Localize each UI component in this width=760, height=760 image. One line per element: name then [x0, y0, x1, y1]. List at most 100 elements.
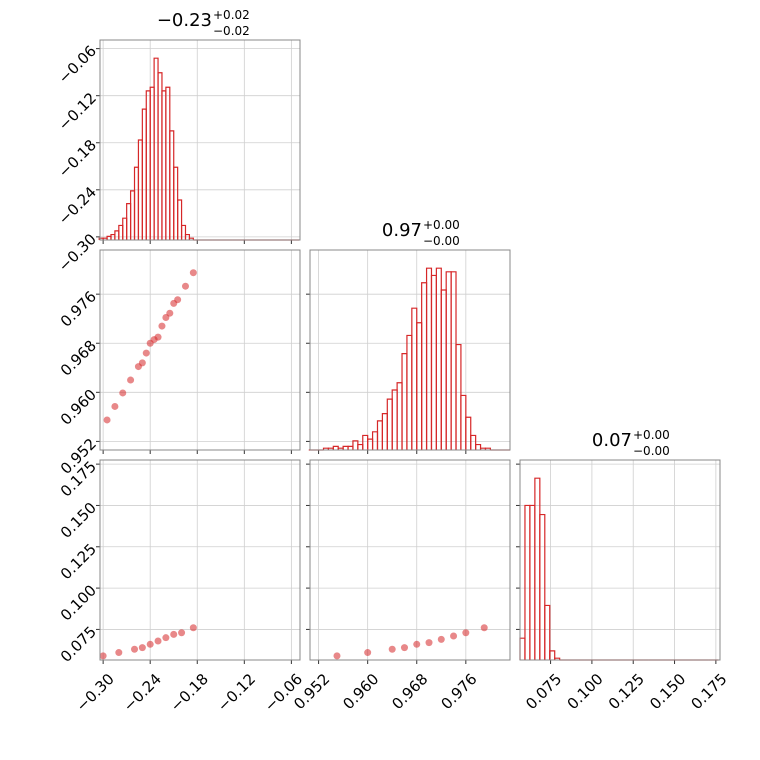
histogram-bin: [362, 434, 369, 450]
sample-point: [142, 349, 150, 357]
histogram-bin: [475, 443, 482, 450]
sample-point: [154, 637, 162, 645]
histogram-bin: [376, 420, 383, 450]
x-tick-label: 0.976: [437, 670, 480, 713]
histogram-bin: [484, 447, 491, 450]
histogram-bin: [347, 445, 354, 450]
y-tick-label: 0.976: [57, 287, 100, 330]
sample-point: [146, 339, 154, 347]
histogram-bin: [386, 398, 393, 450]
histogram-bin: [435, 267, 442, 450]
sample-point: [131, 645, 139, 653]
histogram-bin: [342, 445, 349, 450]
histogram-bin: [524, 504, 531, 660]
panel-title: −0.23: [157, 10, 212, 31]
x-tick-label: 0.125: [605, 670, 648, 713]
histogram-bin: [549, 650, 556, 660]
panel-title: 0.07: [592, 430, 632, 451]
sample-point: [364, 649, 372, 657]
sample-point: [111, 402, 119, 410]
sample-point: [400, 644, 408, 652]
y-tick-label: −0.30: [55, 230, 100, 275]
panel-title-lower: −0.00: [423, 234, 460, 248]
sample-point: [480, 624, 488, 632]
histogram-bin: [371, 431, 379, 450]
panel-title-upper: +0.00: [633, 428, 670, 442]
y-tick-label: 0.100: [57, 581, 100, 624]
histogram-bin: [177, 199, 183, 240]
sample-point: [170, 299, 178, 307]
sample-point: [425, 639, 433, 647]
histogram-bin: [544, 604, 551, 660]
y-tick-label: 0.968: [57, 337, 100, 380]
panel-frame: [99, 459, 301, 661]
histogram-bin: [539, 513, 546, 660]
histogram-bin: [391, 389, 398, 450]
histogram-bin: [554, 657, 561, 660]
histogram-bin: [401, 353, 408, 450]
panel-frame: [309, 249, 511, 451]
sample-point: [189, 624, 197, 632]
y-tick-label: −0.24: [55, 183, 100, 228]
sample-point: [162, 313, 170, 321]
x-tick-label: 0.175: [688, 670, 731, 713]
histogram-bin: [416, 322, 423, 450]
histogram-bin: [430, 274, 437, 450]
y-tick-label: −0.12: [55, 89, 100, 134]
sample-point: [189, 269, 197, 277]
sample-point: [437, 635, 445, 643]
histogram-bin: [180, 224, 187, 240]
sample-point: [138, 644, 146, 652]
panel-frame: [519, 459, 721, 661]
sample-point: [388, 645, 396, 653]
sample-point: [119, 389, 127, 397]
y-tick-label: 0.150: [57, 499, 100, 542]
histogram-bin: [529, 504, 536, 660]
panel-title: 0.97: [382, 220, 422, 241]
sample-point: [170, 630, 178, 638]
x-tick-label: 0.100: [564, 670, 607, 713]
histogram-bin: [396, 382, 403, 450]
histogram-bin: [188, 237, 194, 240]
sample-point: [138, 359, 146, 367]
panel-title-lower: −0.00: [633, 444, 670, 458]
histogram-bin: [460, 394, 467, 450]
panel-title-upper: +0.02: [213, 8, 250, 22]
x-tick-label: −0.18: [167, 670, 212, 715]
sample-point: [162, 634, 170, 642]
sample-point: [413, 640, 421, 648]
panel-frame: [99, 249, 301, 451]
x-tick-label: −0.30: [73, 670, 118, 715]
panel-title-lower: −0.02: [213, 24, 250, 38]
histogram-bin: [450, 271, 457, 450]
histogram-bin: [352, 440, 359, 450]
x-tick-label: 0.960: [339, 670, 382, 713]
sample-point: [103, 416, 111, 424]
histogram-bin: [455, 343, 462, 450]
x-tick-label: −0.24: [120, 670, 165, 715]
x-tick-label: 0.150: [646, 670, 689, 713]
x-tick-label: −0.12: [214, 670, 259, 715]
x-tick-label: 0.075: [522, 670, 565, 713]
histogram-bin: [470, 434, 477, 450]
sample-point: [158, 322, 166, 330]
sample-point: [127, 376, 135, 384]
sample-point: [450, 632, 458, 640]
sample-point: [462, 629, 470, 637]
histogram-bin: [445, 271, 452, 450]
histogram-bin: [367, 438, 374, 450]
y-tick-label: −0.18: [55, 136, 100, 181]
histogram-bin: [381, 413, 388, 450]
sample-point: [181, 282, 189, 290]
sample-point: [115, 649, 123, 657]
panel-frame: [99, 39, 301, 241]
sample-point: [178, 629, 186, 637]
y-tick-label: 0.960: [57, 386, 100, 429]
sample-point: [99, 652, 107, 660]
histogram-bin: [184, 233, 191, 240]
sample-point: [154, 333, 162, 341]
histogram-bin: [421, 282, 428, 450]
y-tick-label: 0.075: [57, 623, 100, 666]
histogram-bin: [425, 267, 433, 450]
